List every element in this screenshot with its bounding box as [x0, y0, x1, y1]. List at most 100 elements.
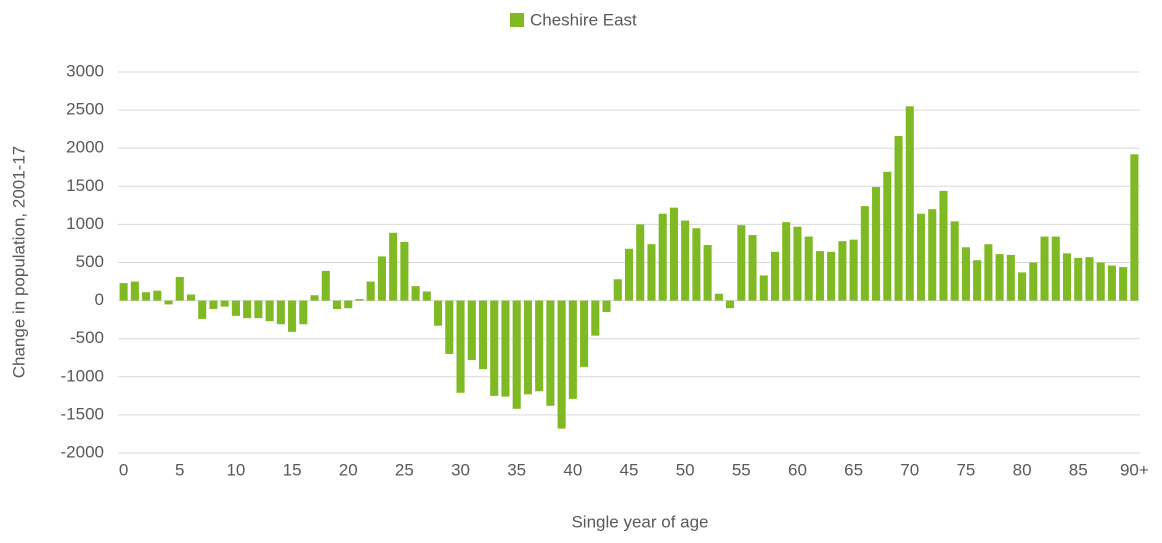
bar: [1119, 267, 1128, 301]
bar: [636, 224, 645, 301]
bar: [389, 232, 398, 301]
bar: [681, 220, 690, 301]
y-axis-label: Change in population, 2001-17: [9, 146, 28, 379]
bar: [995, 254, 1004, 301]
y-tick-label: 1500: [66, 176, 104, 195]
x-tick-label: 0: [119, 460, 128, 479]
bar: [467, 300, 476, 361]
bar: [1107, 265, 1116, 301]
x-tick-label: 40: [563, 460, 582, 479]
bar: [243, 300, 252, 319]
bar: [344, 300, 353, 309]
bar: [220, 300, 229, 307]
bar: [299, 300, 308, 325]
bar: [445, 300, 454, 354]
bar: [838, 241, 847, 301]
bar: [501, 300, 510, 397]
bar: [658, 213, 667, 301]
bar: [961, 247, 970, 301]
bar: [276, 300, 285, 325]
bar: [849, 239, 858, 301]
bar: [490, 300, 499, 396]
bar: [411, 286, 420, 301]
x-tick-label: 55: [732, 460, 751, 479]
y-tick-label: 1000: [66, 214, 104, 233]
bar: [546, 300, 555, 406]
bar: [231, 300, 240, 316]
bar: [209, 300, 218, 309]
x-tick-label: 25: [395, 460, 414, 479]
x-tick-label: 45: [620, 460, 639, 479]
bar: [804, 236, 813, 301]
bar: [366, 281, 375, 301]
bar: [1006, 254, 1015, 301]
bar: [535, 300, 544, 392]
bar: [905, 106, 914, 301]
bar: [602, 300, 611, 313]
x-tick-label: 85: [1069, 460, 1088, 479]
bar: [377, 256, 386, 301]
bar: [355, 299, 364, 301]
bar: [860, 206, 869, 301]
bar: [692, 228, 701, 301]
bar: [1085, 257, 1094, 301]
bar: [557, 300, 566, 429]
bar: [1074, 257, 1083, 301]
bar: [153, 290, 162, 301]
bar: [434, 300, 443, 326]
bar: [950, 221, 959, 301]
bar: [726, 300, 735, 309]
bar: [130, 281, 139, 301]
bar: [175, 276, 184, 301]
bar: [973, 260, 982, 301]
bar: [198, 300, 207, 319]
x-tick-label: 5: [175, 460, 184, 479]
bar: [613, 279, 622, 301]
bar: [1130, 154, 1139, 301]
bar: [332, 300, 342, 309]
y-tick-label: -500: [70, 328, 104, 347]
bar: [748, 235, 757, 301]
bar: [1018, 272, 1027, 301]
bar: [703, 244, 712, 301]
bar: [119, 283, 128, 301]
y-tick-label: 2500: [66, 100, 104, 119]
bar: [265, 300, 274, 322]
bar: [591, 300, 600, 336]
bar: [793, 226, 802, 301]
bar: [523, 300, 532, 395]
y-tick-label: 0: [95, 290, 104, 309]
bar: [883, 171, 892, 301]
x-tick-label: 30: [451, 460, 470, 479]
bar: [669, 207, 678, 301]
x-tick-label: 80: [1013, 460, 1032, 479]
bar: [580, 300, 589, 367]
y-tick-label: 500: [76, 252, 104, 271]
bar: [1096, 262, 1105, 301]
x-axis-label: Single year of age: [571, 512, 708, 531]
x-tick-label: 15: [283, 460, 302, 479]
bar: [456, 300, 465, 393]
x-tick-label: 75: [956, 460, 975, 479]
y-tick-label: -2000: [61, 442, 104, 461]
bar: [939, 190, 948, 301]
x-tick-label: 20: [339, 460, 358, 479]
y-tick-label: 3000: [66, 61, 104, 80]
bar: [624, 248, 634, 301]
legend-swatch: [510, 13, 524, 27]
x-tick-label: 90+: [1120, 460, 1149, 479]
bar: [1040, 236, 1049, 301]
bar: [916, 213, 926, 301]
x-tick-label: 60: [788, 460, 807, 479]
y-tick-label: -1000: [61, 366, 104, 385]
bar: [1062, 253, 1072, 301]
x-tick-label: 65: [844, 460, 863, 479]
bar: [254, 300, 263, 319]
x-tick-label: 70: [900, 460, 919, 479]
bar: [186, 294, 196, 301]
bar: [1051, 236, 1060, 301]
bar: [647, 244, 656, 301]
bar: [142, 292, 151, 301]
bar: [827, 251, 836, 301]
